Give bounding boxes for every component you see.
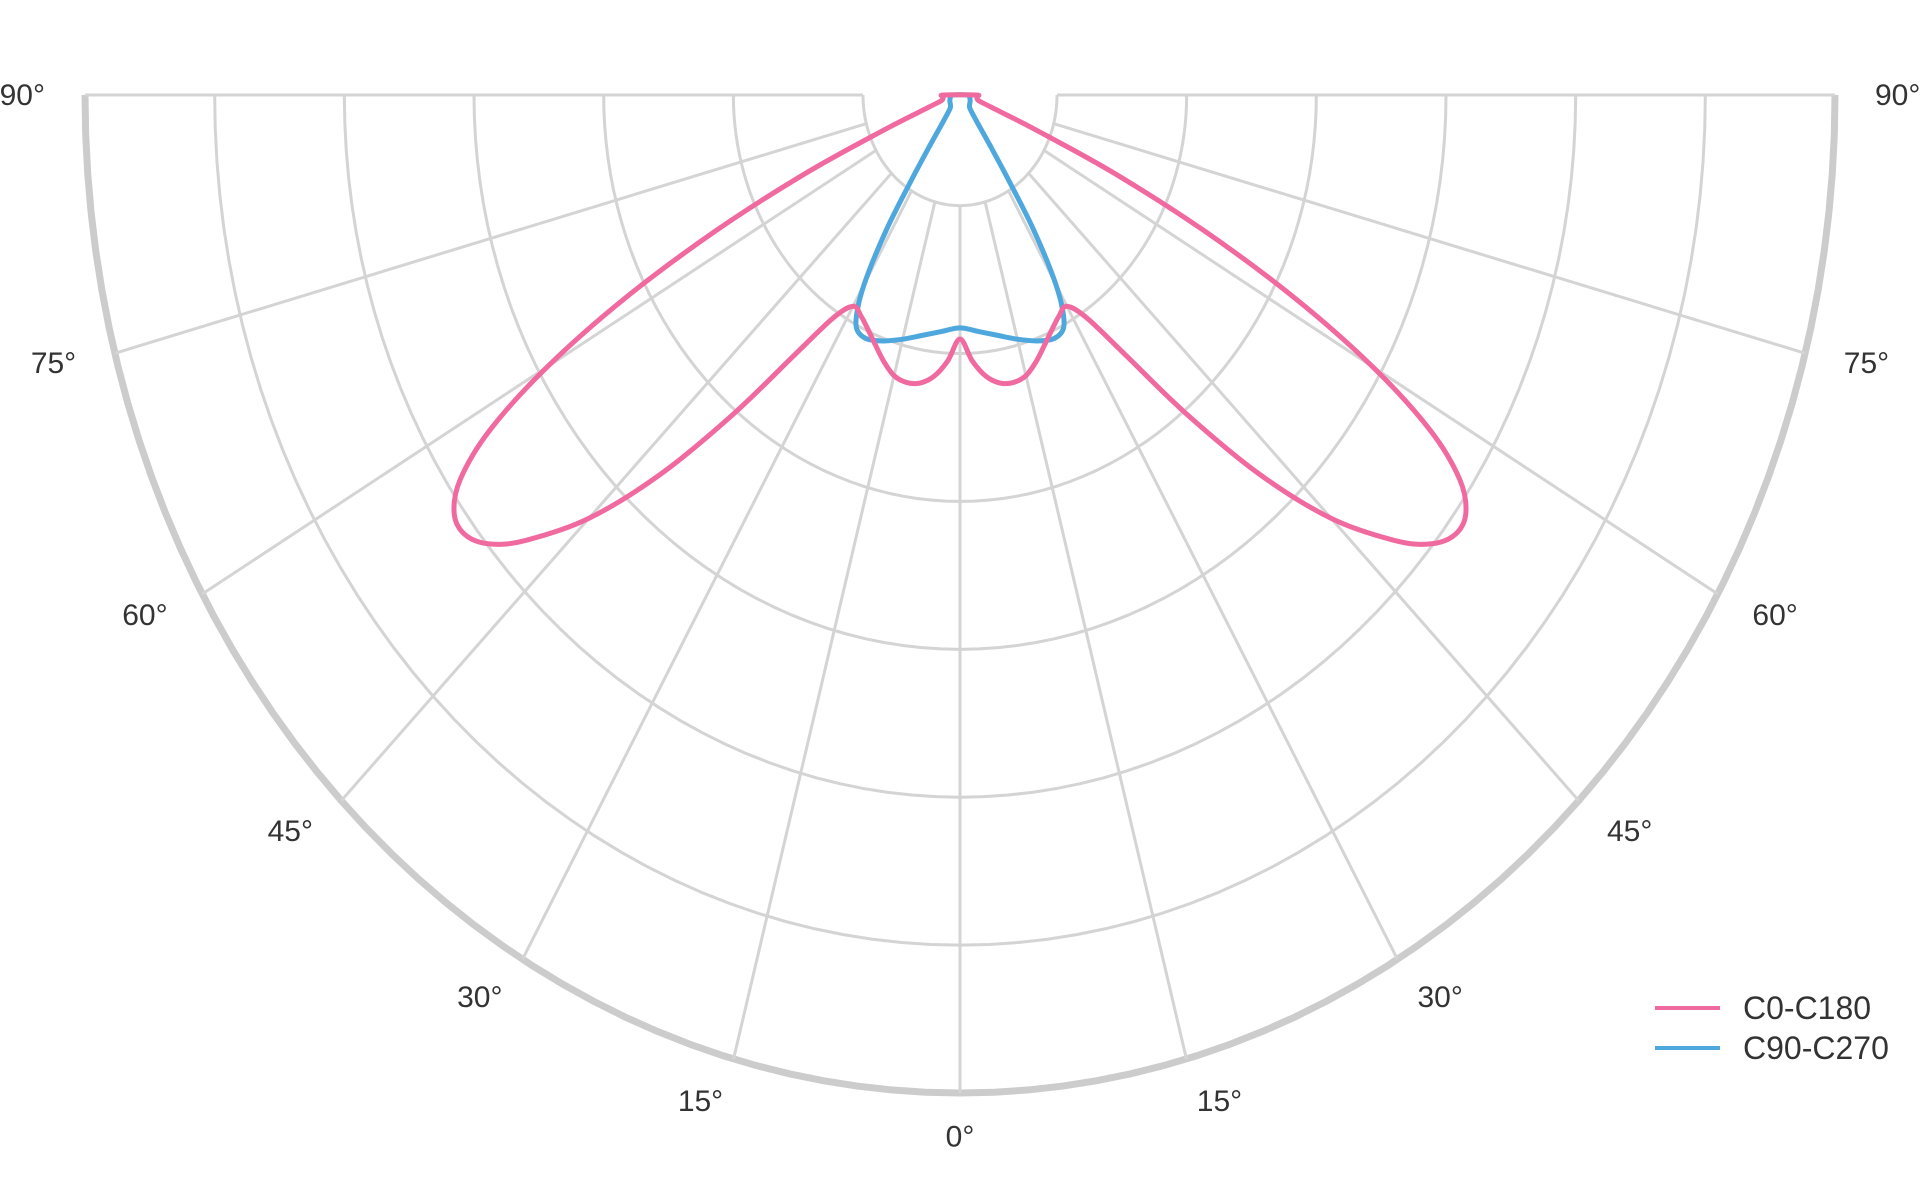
svg-text:60°: 60°: [122, 599, 167, 632]
svg-text:45°: 45°: [268, 815, 313, 848]
svg-text:15°: 15°: [678, 1085, 723, 1118]
svg-text:75°: 75°: [31, 347, 76, 380]
svg-text:75°: 75°: [1844, 347, 1889, 380]
svg-text:30°: 30°: [457, 981, 502, 1014]
svg-text:0°: 0°: [946, 1121, 975, 1154]
svg-text:C90-C270: C90-C270: [1743, 1030, 1889, 1066]
svg-text:60°: 60°: [1752, 599, 1797, 632]
svg-text:90°: 90°: [1875, 79, 1920, 112]
svg-text:90°: 90°: [0, 79, 45, 112]
svg-text:45°: 45°: [1607, 815, 1652, 848]
svg-text:15°: 15°: [1197, 1085, 1242, 1118]
svg-text:C0-C180: C0-C180: [1743, 990, 1871, 1026]
svg-text:30°: 30°: [1418, 981, 1463, 1014]
